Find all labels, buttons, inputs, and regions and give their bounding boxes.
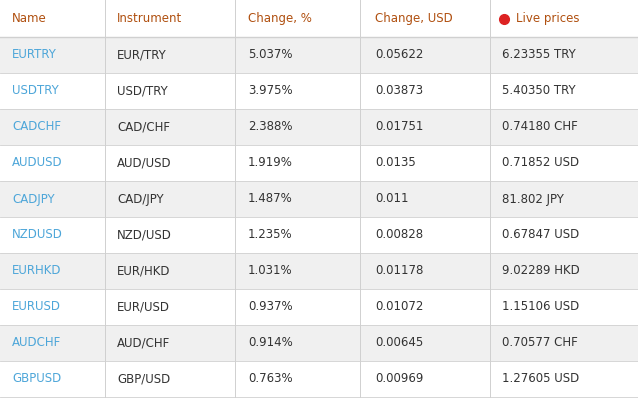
Text: GBPUSD: GBPUSD xyxy=(12,373,61,385)
Text: 6.23355 TRY: 6.23355 TRY xyxy=(502,49,575,61)
Text: 0.01072: 0.01072 xyxy=(375,300,424,314)
Text: EUR/HKD: EUR/HKD xyxy=(117,265,170,277)
Text: 2.388%: 2.388% xyxy=(248,120,292,134)
Text: EURTRY: EURTRY xyxy=(12,49,57,61)
Text: Change, USD: Change, USD xyxy=(375,12,453,25)
Text: USDTRY: USDTRY xyxy=(12,85,59,97)
Text: CADJPY: CADJPY xyxy=(12,192,55,205)
Text: 0.914%: 0.914% xyxy=(248,336,293,350)
Text: CADCHF: CADCHF xyxy=(12,120,61,134)
Text: EURHKD: EURHKD xyxy=(12,265,61,277)
Bar xyxy=(0,0,638,37)
Bar xyxy=(0,181,638,217)
Text: 0.05622: 0.05622 xyxy=(375,49,424,61)
Text: 1.487%: 1.487% xyxy=(248,192,293,205)
Text: 3.975%: 3.975% xyxy=(248,85,293,97)
Text: USD/TRY: USD/TRY xyxy=(117,85,168,97)
Text: Instrument: Instrument xyxy=(117,12,182,25)
Text: Live prices: Live prices xyxy=(516,12,579,25)
Text: EUR/USD: EUR/USD xyxy=(117,300,170,314)
Bar xyxy=(0,253,638,289)
Text: 0.937%: 0.937% xyxy=(248,300,293,314)
Text: Name: Name xyxy=(12,12,47,25)
Text: 0.011: 0.011 xyxy=(375,192,408,205)
Text: 0.00645: 0.00645 xyxy=(375,336,423,350)
Text: 0.763%: 0.763% xyxy=(248,373,293,385)
Bar xyxy=(0,217,638,253)
Text: 1.15106 USD: 1.15106 USD xyxy=(502,300,579,314)
Text: 9.02289 HKD: 9.02289 HKD xyxy=(502,265,580,277)
Text: 1.235%: 1.235% xyxy=(248,229,293,241)
Text: 0.00828: 0.00828 xyxy=(375,229,423,241)
Text: 1.919%: 1.919% xyxy=(248,156,293,170)
Text: GBP/USD: GBP/USD xyxy=(117,373,170,385)
Text: 0.67847 USD: 0.67847 USD xyxy=(502,229,579,241)
Bar xyxy=(0,37,638,73)
Text: AUDUSD: AUDUSD xyxy=(12,156,63,170)
Text: 0.0135: 0.0135 xyxy=(375,156,416,170)
Text: CAD/CHF: CAD/CHF xyxy=(117,120,170,134)
Text: 81.802 JPY: 81.802 JPY xyxy=(502,192,564,205)
Text: Change, %: Change, % xyxy=(248,12,312,25)
Text: 0.03873: 0.03873 xyxy=(375,85,423,97)
Text: 5.037%: 5.037% xyxy=(248,49,292,61)
Text: EUR/TRY: EUR/TRY xyxy=(117,49,167,61)
Text: 0.01751: 0.01751 xyxy=(375,120,424,134)
Text: 1.031%: 1.031% xyxy=(248,265,293,277)
Text: CAD/JPY: CAD/JPY xyxy=(117,192,163,205)
Text: 0.70577 CHF: 0.70577 CHF xyxy=(502,336,578,350)
Text: NZD/USD: NZD/USD xyxy=(117,229,172,241)
Bar xyxy=(0,325,638,361)
Text: NZDUSD: NZDUSD xyxy=(12,229,63,241)
Text: 5.40350 TRY: 5.40350 TRY xyxy=(502,85,575,97)
Text: AUD/USD: AUD/USD xyxy=(117,156,172,170)
Text: 0.00969: 0.00969 xyxy=(375,373,424,385)
Text: EURUSD: EURUSD xyxy=(12,300,61,314)
Text: AUD/CHF: AUD/CHF xyxy=(117,336,170,350)
Bar xyxy=(0,361,638,397)
Bar xyxy=(0,73,638,109)
Bar xyxy=(0,289,638,325)
Text: 0.74180 CHF: 0.74180 CHF xyxy=(502,120,578,134)
Text: AUDCHF: AUDCHF xyxy=(12,336,61,350)
Bar xyxy=(0,109,638,145)
Text: 0.01178: 0.01178 xyxy=(375,265,424,277)
Text: 1.27605 USD: 1.27605 USD xyxy=(502,373,579,385)
Bar xyxy=(0,145,638,181)
Text: 0.71852 USD: 0.71852 USD xyxy=(502,156,579,170)
